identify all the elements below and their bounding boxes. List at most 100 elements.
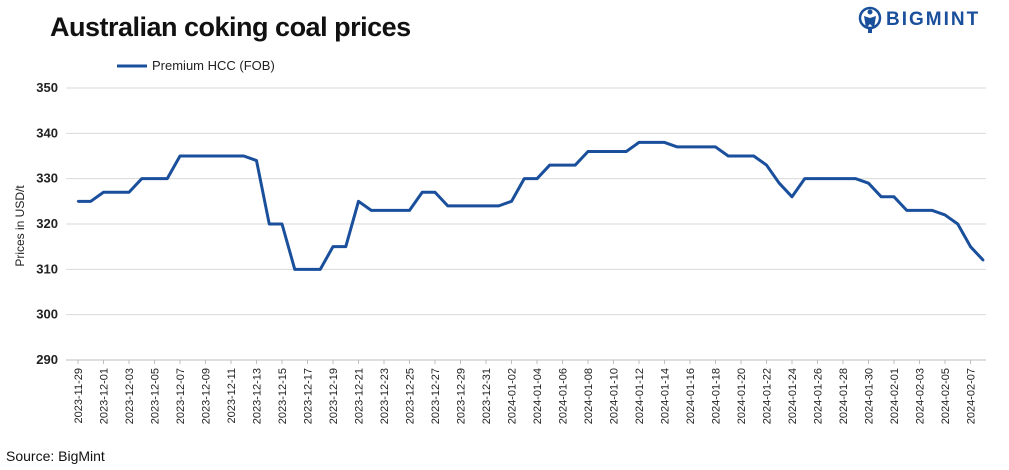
data-point <box>943 213 947 217</box>
x-tick-label: 2024-01-22 <box>762 368 774 424</box>
x-tick-label: 2023-12-15 <box>277 368 289 424</box>
x-tick-label: 2024-01-24 <box>787 368 799 424</box>
x-tick-label: 2024-02-03 <box>915 368 927 424</box>
data-point <box>586 150 590 153</box>
data-point <box>829 177 832 180</box>
y-axis: 290 300 310 320 330 340 350 <box>36 80 58 367</box>
data-point <box>599 150 602 153</box>
data-point <box>688 145 692 149</box>
data-point <box>191 154 194 158</box>
data-point <box>255 159 258 162</box>
data-point <box>676 145 679 149</box>
x-tick-label: 2023-11-29 <box>73 368 85 423</box>
data-point <box>739 154 743 158</box>
x-tick-label: 2024-01-18 <box>711 368 723 424</box>
data-point <box>765 163 768 167</box>
x-tick-label: 2023-12-07 <box>175 368 187 424</box>
data-point <box>561 163 564 167</box>
x-tick-label: 2023-12-01 <box>99 368 111 424</box>
data-point <box>433 191 437 194</box>
data-point <box>841 177 845 180</box>
data-point <box>816 177 819 180</box>
data-point <box>535 177 539 180</box>
y-tick-label: 350 <box>36 80 58 95</box>
data-point <box>663 141 666 144</box>
x-tick-label: 2024-01-02 <box>507 368 519 424</box>
x-tick-label: 2023-12-27 <box>430 368 442 424</box>
data-point <box>127 191 131 194</box>
bigmint-logo-icon <box>858 6 882 33</box>
data-point <box>905 209 908 212</box>
legend-label: Premium HCC (FOB) <box>152 58 275 73</box>
x-tick-label: 2023-12-21 <box>354 368 366 424</box>
data-point <box>280 222 284 226</box>
data-point <box>625 150 628 153</box>
data-point <box>918 209 921 212</box>
x-tick-label: 2024-01-14 <box>660 368 672 424</box>
data-point <box>293 268 296 271</box>
y-tick-label: 300 <box>36 307 58 322</box>
x-tick-label: 2023-12-09 <box>201 368 213 424</box>
data-point <box>382 209 386 212</box>
x-tick-label: 2023-12-13 <box>252 368 264 424</box>
data-point <box>370 209 373 212</box>
data-point <box>102 191 105 194</box>
x-tick-label: 2024-01-10 <box>609 368 621 424</box>
y-axis-label: Prices in USD/t <box>13 185 27 267</box>
data-point <box>459 204 462 208</box>
data-point <box>714 145 717 149</box>
data-point <box>637 141 641 144</box>
data-point <box>166 177 169 180</box>
data-point <box>76 200 80 203</box>
data-point <box>229 154 233 158</box>
data-point <box>421 191 424 194</box>
x-tick-label: 2023-12-31 <box>481 368 493 424</box>
legend: Premium HCC (FOB) <box>117 58 275 73</box>
data-point <box>548 163 551 167</box>
x-tick-label: 2024-02-01 <box>889 368 901 424</box>
source-note: Source: BigMint <box>6 448 105 464</box>
data-point <box>484 204 488 208</box>
x-tick-label: 2023-12-03 <box>124 368 136 424</box>
brand-logo: BIGMINT <box>858 6 980 34</box>
x-tick-label: 2024-02-07 <box>966 368 978 424</box>
data-point <box>115 191 118 194</box>
data-point <box>880 195 883 198</box>
data-point <box>892 195 896 198</box>
data-point <box>727 154 730 158</box>
x-tick-label: 2024-01-04 <box>532 368 544 424</box>
data-point <box>931 209 934 212</box>
x-tick-label: 2023-12-19 <box>328 368 340 424</box>
data-point <box>778 182 781 185</box>
data-point <box>790 195 794 198</box>
x-tick-label: 2023-12-17 <box>303 368 315 424</box>
data-point <box>178 154 182 158</box>
data-point <box>408 209 411 212</box>
x-tick-label: 2024-01-20 <box>736 368 748 424</box>
x-tick-label: 2024-01-06 <box>558 368 570 424</box>
data-point <box>268 222 271 226</box>
x-tick-label: 2023-12-25 <box>405 368 417 424</box>
data-point <box>395 209 398 212</box>
data-point <box>89 200 92 203</box>
x-tick-label: 2024-02-05 <box>940 368 952 424</box>
x-tick-label: 2023-12-05 <box>150 368 162 424</box>
y-tick-label: 310 <box>36 261 58 276</box>
series-line-premium-hcc <box>78 140 985 271</box>
x-tick-label: 2024-01-28 <box>838 368 850 424</box>
data-point <box>523 177 526 180</box>
y-tick-label: 330 <box>36 171 58 186</box>
data-point <box>497 204 500 208</box>
data-point <box>854 177 857 180</box>
data-point <box>574 163 577 167</box>
x-tick-label: 2023-12-29 <box>456 368 468 424</box>
data-point <box>217 154 220 158</box>
data-point <box>982 259 985 262</box>
x-tick-label: 2024-01-30 <box>864 368 876 424</box>
data-point <box>803 177 806 180</box>
x-axis: 2023-11-29 2023-12-01 2023-12-03 2023-12-05… <box>73 360 978 424</box>
x-tick-label: 2024-01-16 <box>685 368 697 424</box>
grid-lines <box>66 87 986 361</box>
x-tick-label: 2023-12-11 <box>226 368 238 423</box>
y-tick-label: 340 <box>36 125 58 140</box>
